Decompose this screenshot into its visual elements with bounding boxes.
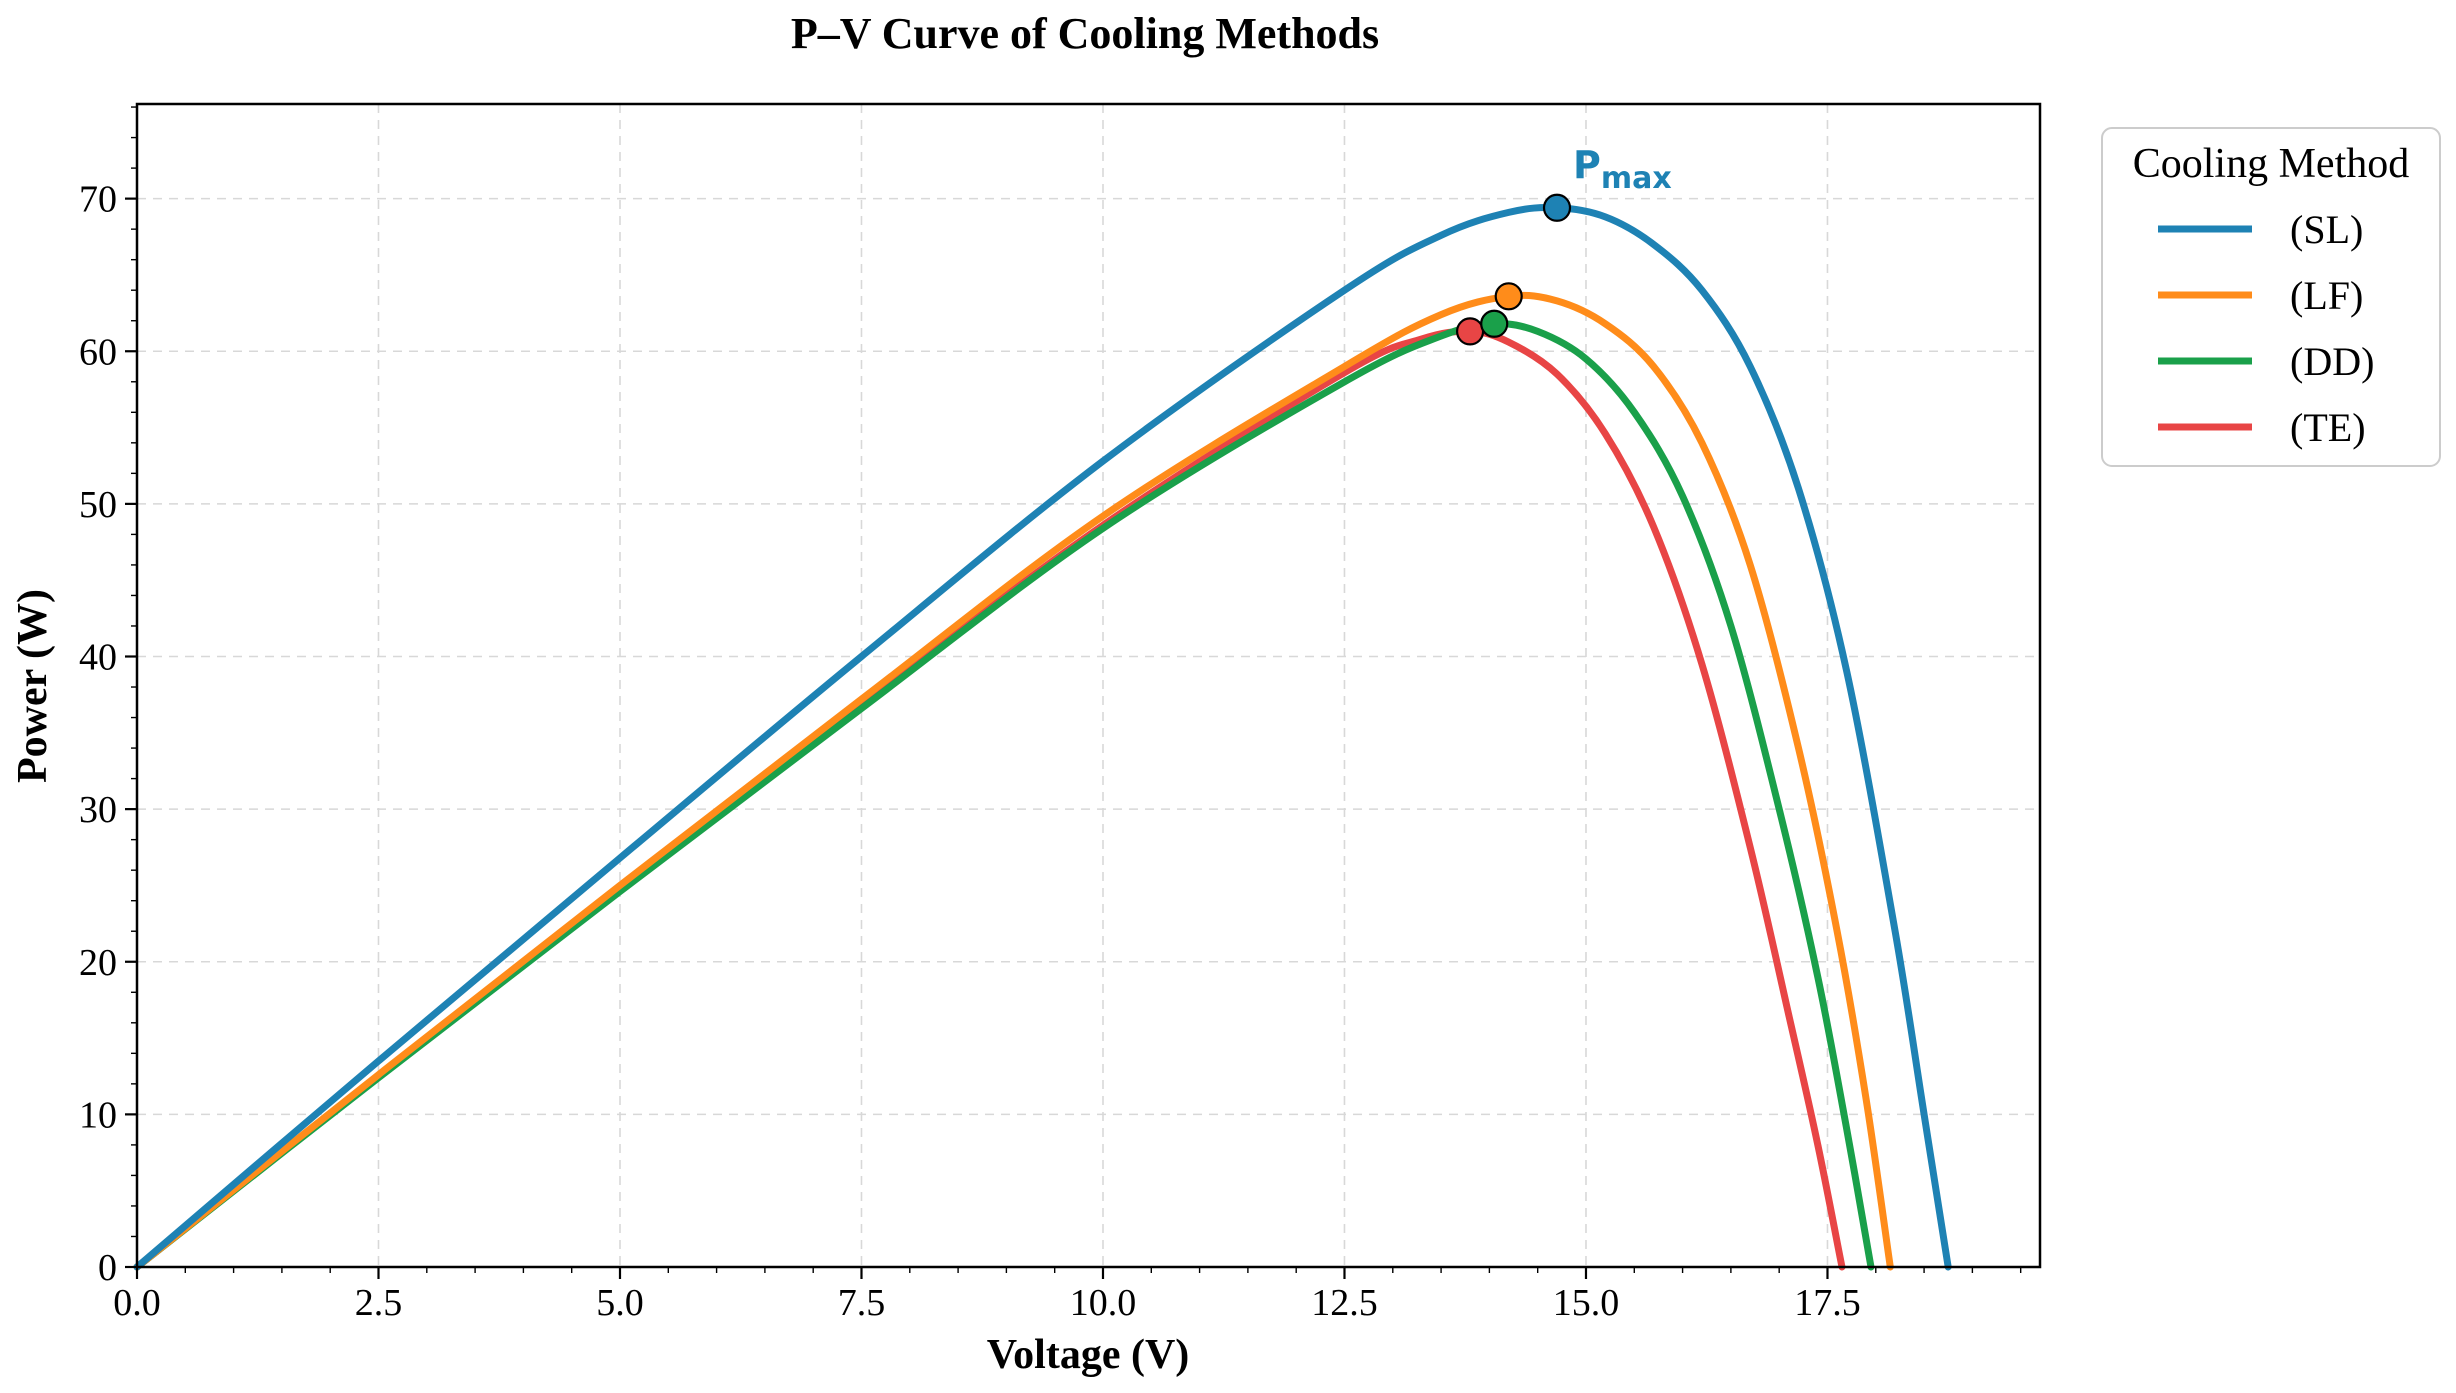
pmax-marker-lf (1494, 282, 1523, 311)
legend-label: (LF) (2290, 273, 2363, 318)
legend-label: (DD) (2290, 339, 2374, 384)
chart-title: P–V Curve of Cooling Methods (791, 9, 1379, 58)
pmax-marker-dd (1480, 309, 1509, 338)
grid-lines (137, 104, 2040, 1267)
series-lines (133, 204, 1952, 1271)
axis-ticks: 0.0 2.5 5.0 7.5 10.0 12.5 15.0 17.5 0 10 20 30 40 50 6… (79, 106, 2022, 1324)
x-tick-label: 12.5 (1311, 1282, 1378, 1324)
legend-box (2101, 127, 2441, 467)
x-tick-label: 2.5 (355, 1282, 403, 1324)
plot-frame (135, 102, 2042, 1269)
pmax-annotation-main: P (1573, 143, 1601, 187)
y-tick-label: 0 (98, 1247, 117, 1289)
legend: Cooling Method (SL) (LF) (DD) (TE) (2101, 127, 2441, 467)
pmax-annotation-sub: max (1601, 161, 1672, 196)
legend-label: (SL) (2290, 207, 2363, 252)
x-tick-label: 7.5 (838, 1282, 886, 1324)
legend-label: (TE) (2290, 405, 2366, 450)
pmax-marker-te (1455, 317, 1485, 346)
series-line-lf (133, 291, 1894, 1271)
y-tick-label: 20 (79, 942, 117, 984)
series-line-sl (133, 204, 1952, 1271)
pmax-markers (1455, 193, 1572, 346)
y-axis-label: Power (W) (10, 589, 56, 783)
y-tick-label: 10 (79, 1094, 117, 1136)
x-tick-label: 0.0 (113, 1282, 161, 1324)
y-tick-label: 50 (79, 484, 117, 526)
legend-items: (SL) (LF) (DD) (TE) (2158, 207, 2374, 450)
y-tick-label: 70 (79, 179, 117, 221)
x-tick-label: 5.0 (596, 1282, 644, 1324)
pmax-marker-sl (1542, 193, 1572, 222)
y-tick-label: 30 (79, 789, 117, 831)
pmax-annotation: Pmax (1573, 143, 1672, 196)
x-axis-label: Voltage (V) (987, 1332, 1190, 1378)
legend-title: Cooling Method (2133, 141, 2410, 187)
x-tick-label: 10.0 (1070, 1282, 1137, 1324)
y-tick-label: 60 (79, 331, 117, 373)
x-tick-label: 15.0 (1553, 1282, 1620, 1324)
series-line-dd (133, 320, 1875, 1271)
x-tick-label: 17.5 (1794, 1282, 1861, 1324)
y-tick-label: 40 (79, 637, 117, 679)
